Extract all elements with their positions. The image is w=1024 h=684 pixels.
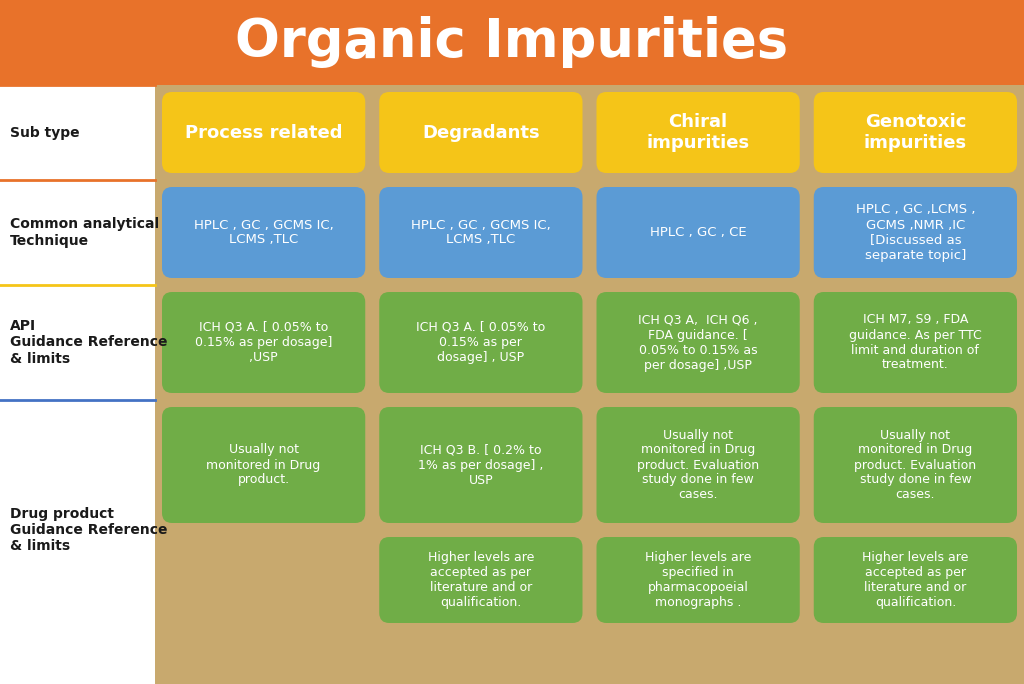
- FancyBboxPatch shape: [814, 187, 1017, 278]
- Text: Organic Impurities: Organic Impurities: [236, 16, 788, 68]
- Text: ICH M7, S9 , FDA
guidance. As per TTC
limit and duration of
treatment.: ICH M7, S9 , FDA guidance. As per TTC li…: [849, 313, 982, 371]
- FancyBboxPatch shape: [814, 537, 1017, 623]
- FancyBboxPatch shape: [379, 187, 583, 278]
- Bar: [155, 85, 1024, 684]
- Text: API
Guidance Reference
& limits: API Guidance Reference & limits: [10, 319, 168, 366]
- Text: HPLC , GC , GCMS IC,
LCMS ,TLC: HPLC , GC , GCMS IC, LCMS ,TLC: [194, 218, 334, 246]
- Text: ICH Q3 A. [ 0.05% to
0.15% as per dosage]
,USP: ICH Q3 A. [ 0.05% to 0.15% as per dosage…: [195, 321, 333, 364]
- Text: Higher levels are
accepted as per
literature and or
qualification.: Higher levels are accepted as per litera…: [862, 551, 969, 609]
- Text: Degradants: Degradants: [422, 124, 540, 142]
- FancyBboxPatch shape: [379, 292, 583, 393]
- Text: ICH Q3 A,  ICH Q6 ,
FDA guidance. [
0.05% to 0.15% as
per dosage] ,USP: ICH Q3 A, ICH Q6 , FDA guidance. [ 0.05%…: [638, 313, 758, 371]
- Text: Usually not
monitored in Drug
product.: Usually not monitored in Drug product.: [207, 443, 321, 486]
- Bar: [0, 0, 1024, 85]
- FancyBboxPatch shape: [597, 407, 800, 523]
- Text: Higher levels are
accepted as per
literature and or
qualification.: Higher levels are accepted as per litera…: [428, 551, 535, 609]
- FancyBboxPatch shape: [379, 407, 583, 523]
- FancyBboxPatch shape: [162, 407, 366, 523]
- Text: Sub type: Sub type: [10, 125, 80, 140]
- FancyBboxPatch shape: [162, 292, 366, 393]
- Bar: [0, 0, 155, 684]
- FancyBboxPatch shape: [814, 407, 1017, 523]
- FancyBboxPatch shape: [597, 187, 800, 278]
- Text: Common analytical
Technique: Common analytical Technique: [10, 218, 159, 248]
- Text: Higher levels are
specified in
pharmacopoeial
monographs .: Higher levels are specified in pharmacop…: [645, 551, 752, 609]
- Text: Process related: Process related: [185, 124, 342, 142]
- Text: Genotoxic
impurities: Genotoxic impurities: [864, 113, 967, 152]
- FancyBboxPatch shape: [814, 292, 1017, 393]
- Text: HPLC , GC ,LCMS ,
GCMS ,NMR ,IC
[Discussed as
separate topic]: HPLC , GC ,LCMS , GCMS ,NMR ,IC [Discuss…: [856, 204, 975, 261]
- Text: Chiral
impurities: Chiral impurities: [646, 113, 750, 152]
- Text: HPLC , GC , GCMS IC,
LCMS ,TLC: HPLC , GC , GCMS IC, LCMS ,TLC: [411, 218, 551, 246]
- Text: Usually not
monitored in Drug
product. Evaluation
study done in few
cases.: Usually not monitored in Drug product. E…: [637, 428, 759, 501]
- FancyBboxPatch shape: [379, 92, 583, 173]
- FancyBboxPatch shape: [379, 537, 583, 623]
- FancyBboxPatch shape: [597, 92, 800, 173]
- FancyBboxPatch shape: [597, 537, 800, 623]
- Text: HPLC , GC , CE: HPLC , GC , CE: [650, 226, 746, 239]
- FancyBboxPatch shape: [814, 92, 1017, 173]
- FancyBboxPatch shape: [597, 292, 800, 393]
- Text: Drug product
Guidance Reference
& limits: Drug product Guidance Reference & limits: [10, 507, 168, 553]
- FancyBboxPatch shape: [162, 187, 366, 278]
- Text: ICH Q3 B. [ 0.2% to
1% as per dosage] ,
USP: ICH Q3 B. [ 0.2% to 1% as per dosage] , …: [418, 443, 544, 486]
- Text: ICH Q3 A. [ 0.05% to
0.15% as per
dosage] , USP: ICH Q3 A. [ 0.05% to 0.15% as per dosage…: [416, 321, 546, 364]
- Text: Usually not
monitored in Drug
product. Evaluation
study done in few
cases.: Usually not monitored in Drug product. E…: [854, 428, 977, 501]
- FancyBboxPatch shape: [162, 92, 366, 173]
